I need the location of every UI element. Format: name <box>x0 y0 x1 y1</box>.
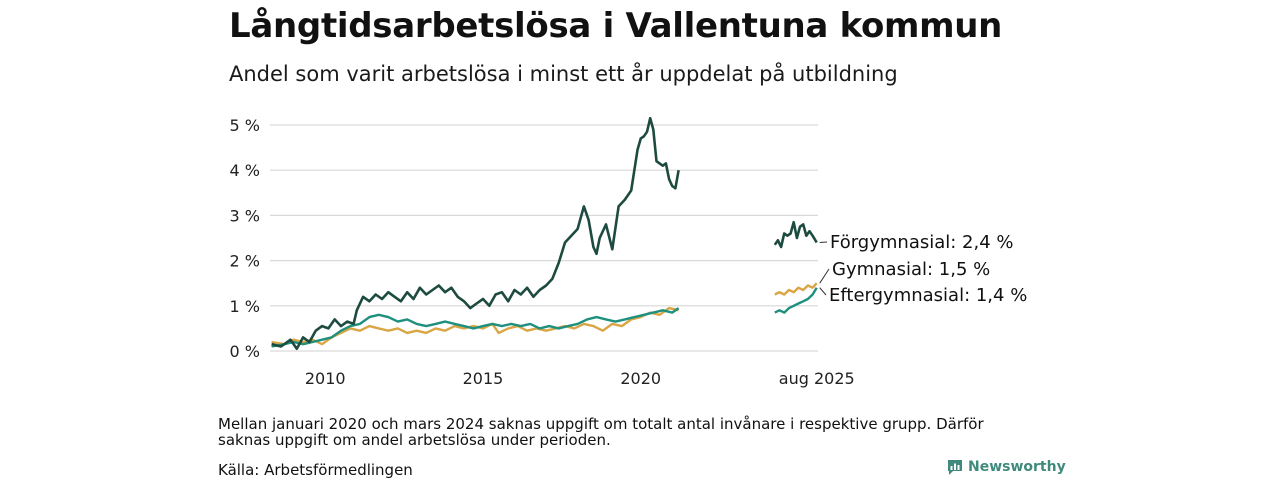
y-tick-label: 4 % <box>230 161 260 180</box>
end-label-eftergymnasial: Eftergymnasial: 1,4 % <box>829 285 1027 306</box>
series-line-eftergymnasial <box>271 307 680 348</box>
y-tick-label: 5 % <box>230 116 260 135</box>
series-lines <box>271 116 818 350</box>
x-tick-label: 2020 <box>620 369 661 388</box>
end-labels: Förgymnasial: 2,4 % Gymnasial: 1,5 % Efter… <box>819 232 1027 306</box>
end-label-gymnasial: Gymnasial: 1,5 % <box>832 259 990 280</box>
source-text: Källa: Arbetsförmedlingen <box>218 461 413 479</box>
x-axis: 2010 2015 2020 aug 2025 <box>305 369 855 388</box>
label-leader-line <box>819 268 830 284</box>
brand-name: Newsworthy <box>968 459 1066 475</box>
chart-subtitle: Andel som varit arbetslösa i minst ett å… <box>229 62 898 86</box>
series-line-gymnasial <box>271 306 679 346</box>
chart-title: Långtidsarbetslösa i Vallentuna kommun <box>229 6 1003 46</box>
series-line-eftergymnasial <box>774 287 818 314</box>
y-tick-label: 0 % <box>230 342 260 361</box>
y-tick-label: 3 % <box>230 206 260 225</box>
label-leader-line <box>819 287 827 296</box>
x-tick-label: aug 2025 <box>779 369 855 388</box>
label-leader-line <box>819 241 828 244</box>
brand-logo: Newsworthy <box>946 458 1066 476</box>
y-tick-label: 1 % <box>230 297 260 316</box>
x-tick-label: 2010 <box>305 369 346 388</box>
end-label-förgymnasial: Förgymnasial: 2,4 % <box>830 232 1014 253</box>
series-line-förgymnasial <box>271 116 680 350</box>
grid-lines <box>270 124 818 352</box>
x-tick-label: 2015 <box>463 369 504 388</box>
footnote: Mellan januari 2020 och mars 2024 saknas… <box>218 415 984 449</box>
newsworthy-logo-icon <box>948 460 962 475</box>
y-axis: 0 % 1 % 2 % 3 % 4 % 5 % <box>230 116 260 361</box>
y-tick-label: 2 % <box>230 252 260 271</box>
series-line-förgymnasial <box>773 220 818 249</box>
line-chart: 0 %1 %2 %3 %4 %5 % 2010 2015 2020 aug 2025 … <box>230 116 1028 388</box>
series-line-gymnasial <box>774 282 818 296</box>
